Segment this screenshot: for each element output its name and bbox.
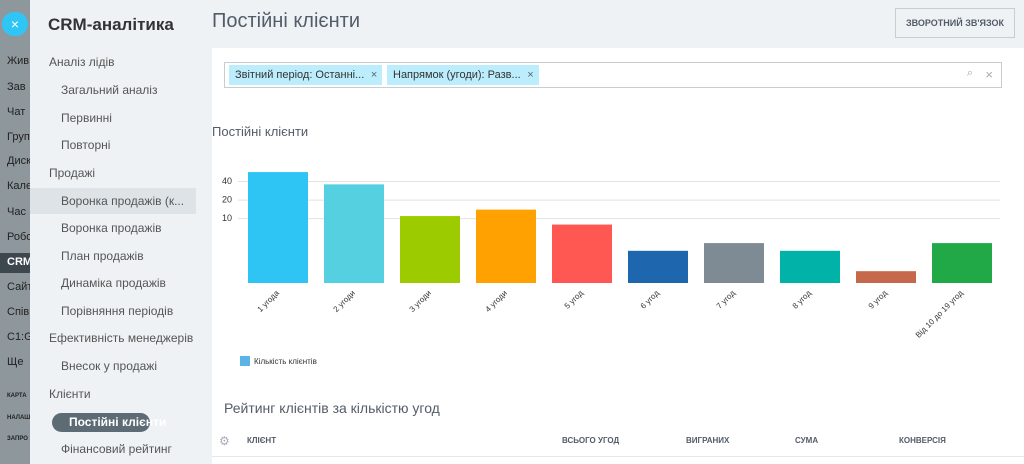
bar — [704, 243, 764, 283]
nav-footer-item[interactable]: КАРТА — [7, 393, 27, 399]
x-tick-label: 6 угод — [639, 288, 661, 310]
y-tick-label: 20 — [222, 194, 232, 204]
legend-swatch — [240, 356, 250, 366]
sidebar-item[interactable]: Первинні — [61, 110, 112, 125]
section-title[interactable]: Клієнти — [49, 386, 91, 401]
column-header[interactable]: КОНВЕРСІЯ — [899, 436, 946, 445]
nav-item[interactable]: Жив — [7, 55, 30, 67]
sidebar-item[interactable]: Повторні — [61, 138, 111, 152]
nav-item[interactable]: Робо — [7, 231, 30, 243]
item-active — [52, 412, 150, 432]
x-tick-label: 2 угоди — [332, 289, 357, 314]
bar — [932, 243, 992, 283]
section-title[interactable]: Продажі — [49, 165, 96, 180]
nav-item[interactable]: CRM — [7, 256, 30, 268]
sidebar: CRM-аналітика Аналіз лідів Загальний анал… — [30, 0, 210, 464]
page-title: Постійні клієнти — [212, 10, 360, 32]
legend-label: Кількість клієнтів — [254, 357, 317, 366]
x-tick-label: 8 угод — [791, 288, 813, 310]
filter-tag[interactable]: Напрямок (угоди): Разв... × — [387, 65, 539, 85]
nav-item[interactable]: Сайт — [7, 281, 30, 293]
sidebar-item[interactable]: Динаміка продажів — [61, 276, 166, 290]
x-tick-label: Від 10 до 19 угод — [914, 288, 965, 339]
x-tick-label: 3 угоди — [408, 289, 433, 314]
filter-tag[interactable]: Звітний період: Останні... × — [229, 65, 383, 85]
settings-icon[interactable]: ⚙ — [219, 434, 230, 448]
bar — [400, 216, 460, 283]
bar — [628, 250, 688, 283]
nav-item[interactable]: Кале — [7, 180, 30, 192]
bar — [476, 209, 536, 283]
bar — [552, 224, 612, 283]
tag-remove[interactable]: × — [527, 69, 534, 81]
table-divider — [212, 456, 1024, 457]
filter-box[interactable]: ⌕ × Звітний період: Останні... × Напрямок … — [224, 62, 1002, 88]
section-title[interactable]: Ефективність менеджерів — [49, 331, 194, 345]
sidebar-item[interactable]: Порівняння періодів — [61, 303, 174, 318]
sidebar-item[interactable]: Фінансовий рейтинг — [61, 442, 172, 456]
bar — [248, 172, 308, 283]
nav-item[interactable]: Ще — [7, 356, 24, 368]
section-title[interactable]: Аналіз лідів — [49, 55, 115, 69]
nav-footer-item[interactable]: НАЛАШ — [7, 415, 30, 421]
x-tick-label: 4 угоди — [484, 289, 509, 314]
nav-item[interactable]: Час — [7, 206, 26, 218]
left-nav: × Жив Зав Чат Груп Диск Кале Час Робо CRM Сайт Спі… — [0, 0, 30, 464]
clear-icon[interactable]: × — [985, 67, 993, 82]
nav-item[interactable]: Чат — [7, 106, 26, 118]
y-tick-label: 40 — [222, 176, 232, 186]
tag-remove[interactable]: × — [370, 69, 378, 81]
sidebar-item[interactable]: Загальний аналіз — [61, 83, 158, 97]
nav-item[interactable]: Диск — [7, 155, 30, 167]
x-tick-label: 1 угода — [256, 288, 282, 314]
table-title: Рейтинг клієнтів за кількістю угод — [224, 400, 440, 416]
item-highlight — [30, 187, 196, 214]
nav-footer-item[interactable]: ЗАПРО — [7, 436, 28, 442]
column-header[interactable]: ВСЬОГО УГОД — [562, 436, 620, 445]
nav-item[interactable]: Груп — [7, 131, 30, 143]
nav-active — [0, 253, 30, 273]
sidebar-item[interactable]: Внесок у продажі — [61, 359, 157, 373]
chart-title: Постійні клієнти — [212, 124, 309, 139]
x-tick-label: 7 угод — [715, 288, 737, 310]
sidebar-title: CRM-аналітика — [48, 15, 174, 34]
column-header[interactable]: КЛІЄНТ — [247, 436, 277, 445]
bar — [856, 271, 916, 283]
x-tick-label: 9 угод — [867, 288, 889, 310]
column-header[interactable]: СУМА — [795, 436, 819, 445]
feedback-button[interactable]: ЗВОРОТНИЙ ЗВ'ЯЗОК — [895, 8, 1015, 38]
x-tick-label: 5 угод — [563, 288, 585, 310]
nav-item[interactable]: Спів — [7, 306, 30, 318]
bar — [780, 250, 840, 283]
close-button[interactable]: × — [2, 12, 28, 36]
bar — [324, 184, 384, 283]
column-header[interactable]: ВИГРАНИХ — [686, 436, 730, 445]
sidebar-item[interactable]: Постійні клієнти — [69, 414, 167, 429]
sidebar-item[interactable]: План продажів — [61, 248, 144, 263]
sidebar-item[interactable]: Воронка продажів — [61, 221, 162, 235]
nav-item[interactable]: Зав — [7, 81, 26, 93]
nav-item[interactable]: C1:G — [7, 331, 30, 343]
sidebar-item[interactable]: Воронка продажів (к... — [61, 193, 185, 208]
y-tick-label: 10 — [222, 213, 232, 223]
search-icon[interactable]: ⌕ — [966, 67, 973, 79]
